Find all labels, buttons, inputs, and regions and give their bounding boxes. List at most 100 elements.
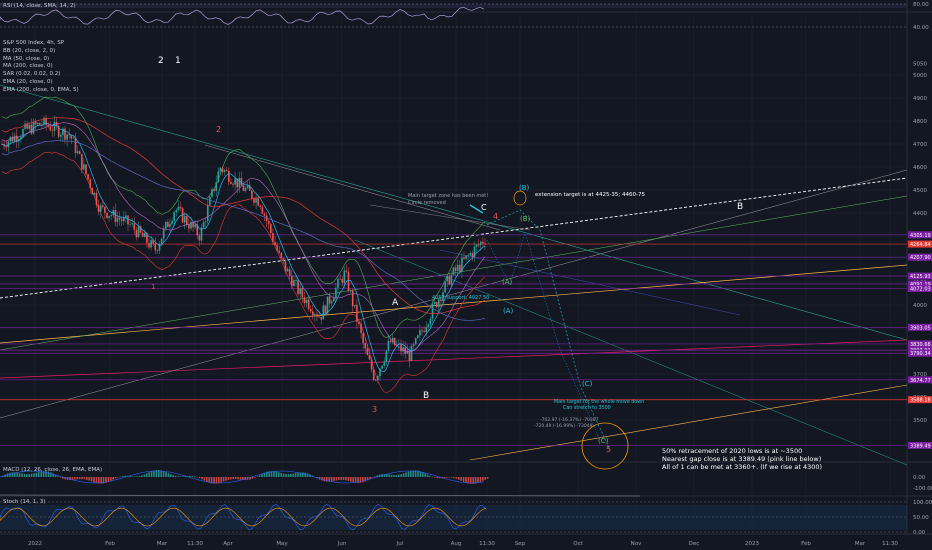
candle-body[interactable]: [341, 279, 343, 283]
candle-body[interactable]: [179, 206, 182, 209]
candle-body[interactable]: [448, 276, 451, 285]
candle-body[interactable]: [66, 134, 68, 140]
candle-body[interactable]: [314, 314, 316, 316]
stoch-pane[interactable]: [0, 501, 907, 533]
candle-body[interactable]: [244, 188, 247, 191]
candle-body[interactable]: [255, 197, 257, 203]
candle-body[interactable]: [471, 253, 474, 257]
candle-body[interactable]: [467, 255, 469, 257]
candle-body[interactable]: [442, 292, 444, 301]
candle-body[interactable]: [253, 198, 255, 203]
candle-body[interactable]: [9, 136, 12, 142]
candle-body[interactable]: [477, 244, 480, 246]
candle-body[interactable]: [217, 171, 220, 183]
candle-body[interactable]: [242, 185, 245, 191]
candle-body[interactable]: [402, 347, 404, 352]
candle-body[interactable]: [228, 170, 230, 182]
candle-body[interactable]: [70, 135, 73, 139]
candle-body[interactable]: [389, 341, 392, 343]
candle-body[interactable]: [360, 323, 362, 333]
candle-body[interactable]: [175, 209, 178, 213]
candle-body[interactable]: [190, 222, 192, 229]
candle-body[interactable]: [391, 337, 394, 343]
candle-body[interactable]: [301, 288, 304, 298]
legend-item[interactable]: EMA (200, close, 0, EMA, 5): [3, 86, 79, 93]
candle-body[interactable]: [293, 280, 295, 287]
candle-body[interactable]: [421, 330, 423, 332]
candle-body[interactable]: [435, 302, 438, 308]
candle-body[interactable]: [337, 278, 339, 288]
candle-body[interactable]: [423, 331, 425, 332]
candle-body[interactable]: [307, 299, 310, 310]
candle-body[interactable]: [459, 264, 461, 272]
candle-body[interactable]: [454, 267, 457, 271]
candle-body[interactable]: [148, 243, 150, 248]
candle-body[interactable]: [81, 154, 83, 170]
candle-body[interactable]: [95, 192, 98, 206]
candle-body[interactable]: [385, 350, 388, 362]
candle-body[interactable]: [261, 207, 264, 214]
candle-body[interactable]: [456, 264, 459, 271]
candle-body[interactable]: [234, 178, 236, 185]
price-axis[interactable]: 5000490048004700460045004400430042004100…: [908, 2, 932, 536]
candle-body[interactable]: [110, 215, 112, 217]
candle-body[interactable]: [150, 240, 152, 248]
candle-body[interactable]: [64, 128, 66, 140]
candle-body[interactable]: [366, 348, 369, 356]
candle-body[interactable]: [106, 212, 108, 218]
candle-body[interactable]: [284, 261, 287, 272]
candle-body[interactable]: [446, 276, 448, 282]
candle-body[interactable]: [349, 290, 352, 292]
candle-body[interactable]: [272, 233, 274, 242]
candle-body[interactable]: [74, 137, 77, 154]
legend-item[interactable]: MA (200, close, 0): [3, 63, 53, 70]
candle-body[interactable]: [335, 287, 337, 298]
candle-body[interactable]: [322, 305, 325, 320]
candle-body[interactable]: [249, 185, 251, 191]
candle-body[interactable]: [232, 183, 234, 185]
candle-body[interactable]: [60, 134, 62, 137]
candle-body[interactable]: [125, 215, 127, 218]
candle-body[interactable]: [364, 343, 367, 349]
candle-body[interactable]: [475, 244, 478, 247]
candle-body[interactable]: [120, 219, 123, 222]
candle-body[interactable]: [404, 347, 406, 354]
candle-body[interactable]: [202, 222, 205, 228]
candle-body[interactable]: [452, 267, 455, 275]
candle-body[interactable]: [440, 299, 442, 301]
candle-body[interactable]: [39, 122, 41, 125]
candle-body[interactable]: [144, 233, 146, 237]
price-tag[interactable]: [908, 272, 932, 280]
candle-body[interactable]: [354, 304, 356, 307]
candle-body[interactable]: [484, 243, 486, 245]
candle-body[interactable]: [425, 327, 427, 332]
price-tag[interactable]: [908, 323, 932, 331]
candle-body[interactable]: [186, 216, 188, 225]
candle-body[interactable]: [171, 220, 173, 224]
candle-body[interactable]: [236, 178, 238, 188]
candle-body[interactable]: [240, 177, 243, 186]
candle-body[interactable]: [162, 228, 165, 239]
candle-body[interactable]: [259, 205, 262, 208]
candle-body[interactable]: [473, 246, 476, 257]
candle-body[interactable]: [309, 309, 312, 312]
price-tag[interactable]: [908, 340, 932, 348]
price-tag[interactable]: [908, 396, 932, 404]
candle-body[interactable]: [13, 135, 16, 142]
candle-body[interactable]: [99, 205, 102, 212]
candle-body[interactable]: [438, 299, 440, 308]
candle-body[interactable]: [330, 301, 333, 304]
candle-body[interactable]: [417, 335, 419, 339]
candle-body[interactable]: [387, 341, 390, 351]
price-tag[interactable]: [908, 376, 932, 384]
candle-body[interactable]: [267, 221, 270, 225]
candle-body[interactable]: [146, 233, 148, 244]
candle-body[interactable]: [393, 337, 396, 346]
candle-body[interactable]: [324, 305, 327, 314]
candle-body[interactable]: [351, 290, 354, 307]
time-axis[interactable]: 2022 Feb Mar 11:30 Apr May Jun Jul Aug 11:30 Sep Oc…: [28, 541, 898, 547]
candle-body[interactable]: [87, 174, 89, 180]
candle-body[interactable]: [282, 258, 285, 262]
candle-body[interactable]: [429, 318, 432, 325]
